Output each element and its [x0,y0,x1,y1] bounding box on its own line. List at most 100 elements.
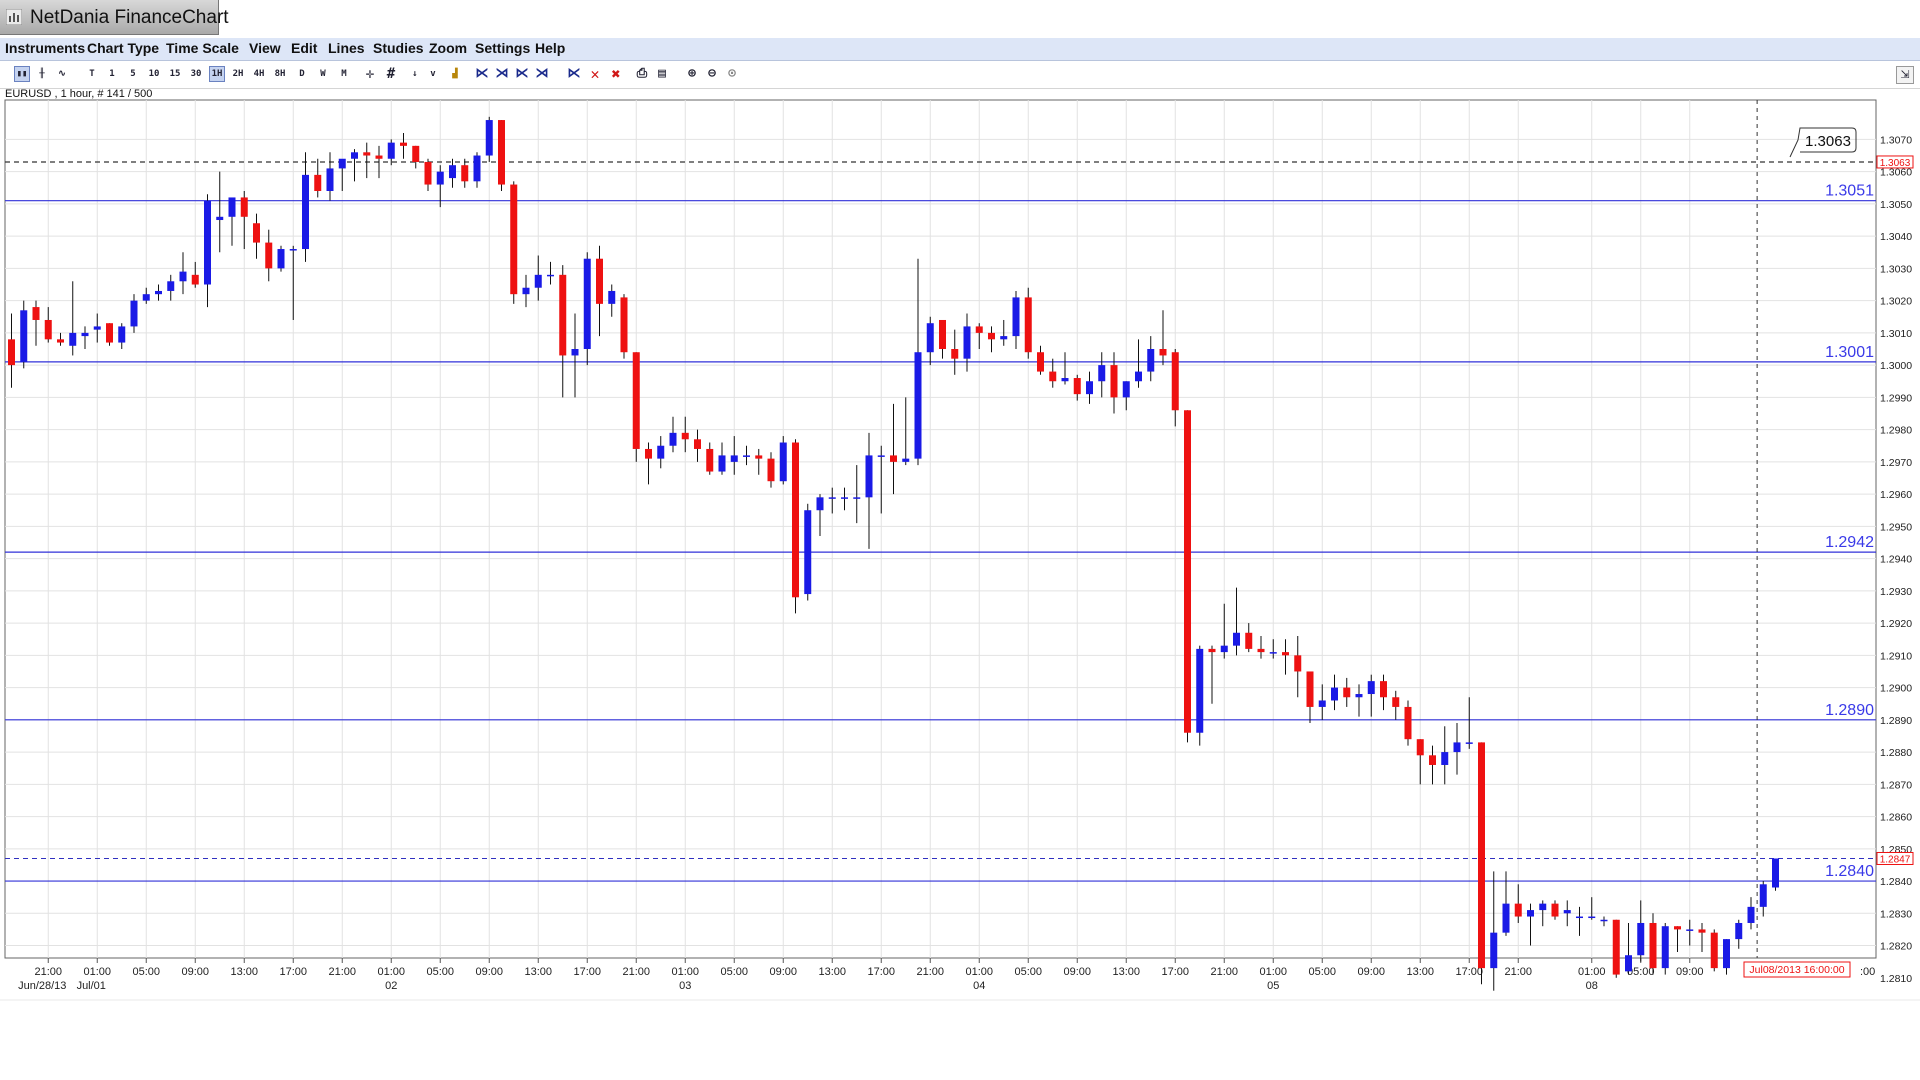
x-tick-label: 01:00 [965,966,993,978]
candle-body [939,319,946,349]
menu-help[interactable]: Help [535,40,566,56]
candle-body [975,326,983,333]
candle-body [1012,297,1020,337]
level-label: 1.2942 [1825,534,1874,551]
y-tick-label: 1.2990 [1880,392,1912,404]
candle-body [792,442,799,598]
title-bar: NetDania FinanceChart [0,0,1920,38]
x-tick-label: 21:00 [34,966,62,978]
x-date-label: 03 [679,980,691,992]
zoom-reset-icon[interactable]: ⊙ [728,66,736,81]
timeframe-5-button[interactable]: 5 [130,69,136,79]
candle-body [620,297,628,353]
menu-edit[interactable]: Edit [291,40,318,56]
timeframe-30-button[interactable]: 30 [190,69,202,79]
candle-body [1710,932,1718,969]
crosshair-icon[interactable]: ✛ [365,66,375,82]
menu-view[interactable]: View [249,40,281,56]
candle-body [1441,752,1449,765]
candle-body [1037,352,1044,372]
candle-body [1367,681,1375,695]
delete-all-icon[interactable]: ✖ [611,65,621,83]
menu-instruments[interactable]: Instruments [5,40,86,56]
candle-body [1220,645,1228,653]
menu-settings[interactable]: Settings [475,40,531,56]
timeframe-m-button[interactable]: M [341,69,347,79]
candle-body [596,258,603,304]
candle-body [216,216,224,221]
candle-body [1147,349,1155,372]
candle-body [1514,903,1522,917]
timeframe-w-button[interactable]: W [320,69,326,79]
x-tick-label: 01:00 [671,966,699,978]
arrow-down-icon[interactable]: ↓ [412,69,418,79]
x-tick-label: 17:00 [279,966,307,978]
volume-bars-icon[interactable]: ▟ [452,69,458,79]
period-icon[interactable]: v [430,69,436,79]
candle-body [351,152,358,159]
line-chart-icon[interactable]: ∿ [58,69,66,79]
candle-body [314,174,322,191]
x-tick-label: 21:00 [1210,966,1238,978]
timeframe-8h-button[interactable]: 8H [274,69,286,79]
y-tick-label: 1.2980 [1880,425,1912,437]
zoom-in-icon[interactable]: ⊕ [688,66,696,81]
menu-studies[interactable]: Studies [373,40,424,56]
candle-body [498,120,505,185]
timeframe-t-button[interactable]: T [89,69,95,79]
timeframe-1h-button[interactable]: 1H [209,66,225,82]
candle-body [412,145,420,162]
channel-icon[interactable]: ⋉ [515,66,529,81]
candle-body [583,258,591,349]
menu-zoom[interactable]: Zoom [429,40,468,56]
timeframe-d-button[interactable]: D [299,69,305,79]
candle-body [645,448,652,459]
menu-chart-type[interactable]: Chart Type [87,40,160,56]
menu-time-scale[interactable]: Time Scale [166,40,239,56]
delete-icon[interactable]: ✕ [590,65,600,83]
y-tick-label: 1.2830 [1880,908,1912,920]
zoom-out-icon[interactable]: ⊖ [708,66,716,81]
candle-body [265,242,273,269]
timeframe-2h-button[interactable]: 2H [232,69,244,79]
candle-body [1073,378,1081,395]
x-tick-label: 09:00 [475,966,503,978]
timeframe-10-button[interactable]: 10 [148,69,160,79]
candle-body [1649,922,1657,969]
x-tick-label: 17:00 [1455,966,1483,978]
candle-body [1661,926,1669,969]
app-title: NetDania FinanceChart [30,7,229,28]
candle-body [1404,706,1412,740]
bar-chart-icon[interactable]: ╫ [39,69,45,79]
candle-body [767,458,775,482]
timeframe-4h-button[interactable]: 4H [253,69,265,79]
pointer-icon[interactable]: ⋉ [567,66,581,81]
trend-line-icon[interactable]: ⋉ [475,66,489,81]
candle-body [1539,903,1547,911]
candle-body [473,155,481,182]
x-date-label: Jul/01 [77,980,106,992]
timeframe-15-button[interactable]: 15 [169,69,181,79]
x-tick-label: 13:00 [818,966,846,978]
y-tick-label: 1.2930 [1880,586,1912,598]
print-preview-icon[interactable]: ▤ [658,66,666,81]
candle-body [718,455,726,472]
candle-body [571,349,579,356]
candle-body [657,445,665,459]
candle-body [20,310,28,362]
grid-icon[interactable]: # [386,66,396,82]
fan-icon[interactable]: ⋊ [535,66,549,81]
candle-body [559,274,567,356]
print-icon[interactable]: ⎙ [636,66,648,81]
level-label: 1.2890 [1825,702,1874,719]
candle-body [902,458,910,462]
timeframe-1-button[interactable]: 1 [109,69,115,79]
pin-icon[interactable]: ⇲ [1896,66,1914,84]
menu-lines[interactable]: Lines [328,40,365,56]
candle-body [1429,755,1436,765]
window-title-tab[interactable]: NetDania FinanceChart [0,0,229,35]
candle-body [1612,919,1620,975]
fibonacci-icon[interactable]: ⋊ [495,66,509,81]
candlestick-chart-icon[interactable]: ▮▮ [14,66,30,82]
